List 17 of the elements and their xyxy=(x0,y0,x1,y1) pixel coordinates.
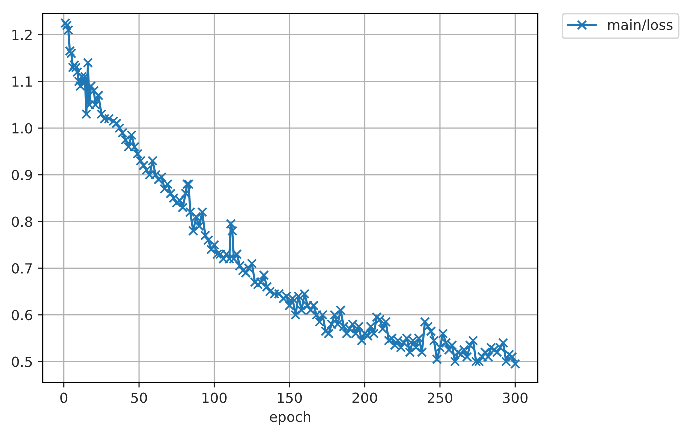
y-tick-label: 1.0 xyxy=(12,123,32,134)
x-tick-label: 300 xyxy=(503,392,528,404)
legend-label: main/loss xyxy=(608,20,673,32)
x-tick-label: 200 xyxy=(352,392,378,404)
x-tick-label: 0 xyxy=(60,392,68,404)
y-tick-label: 0.9 xyxy=(12,170,32,181)
x-axis-title: epoch xyxy=(270,412,310,425)
x-tick-label: 50 xyxy=(132,392,148,404)
x-tick-label: 250 xyxy=(428,392,453,404)
y-tick-label: 0.6 xyxy=(12,310,32,321)
x-tick-label: 100 xyxy=(202,392,227,404)
y-tick-label: 0.8 xyxy=(12,216,32,228)
y-tick-label: 1.2 xyxy=(12,30,32,40)
x-tick-label: 150 xyxy=(278,392,302,404)
y-tick-label: 0.7 xyxy=(12,263,32,274)
y-tick-label: 0.5 xyxy=(12,356,32,368)
y-tick-label: 1.1 xyxy=(12,76,32,87)
